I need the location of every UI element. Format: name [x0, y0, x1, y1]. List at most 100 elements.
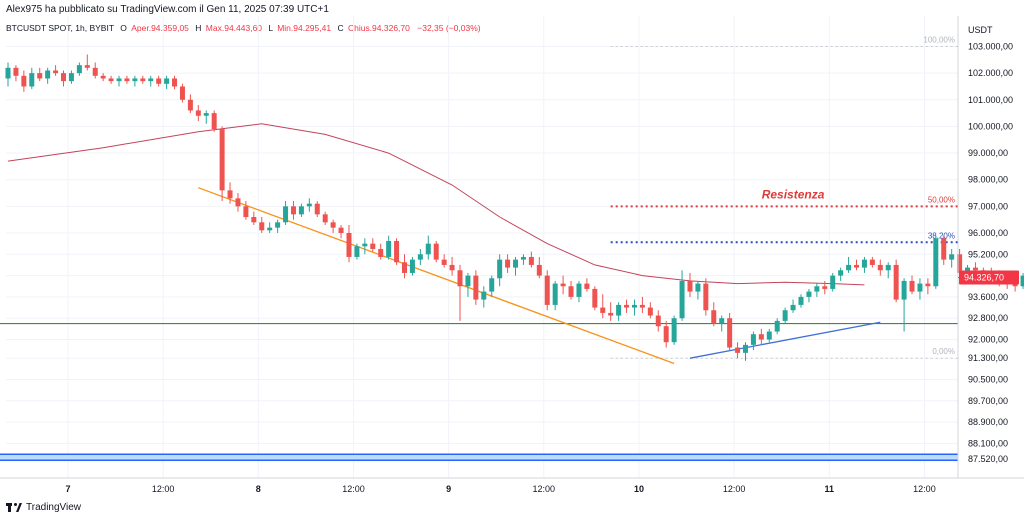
- candle-body: [45, 70, 51, 79]
- candle-body: [108, 78, 114, 82]
- candle-body: [156, 78, 162, 84]
- candle: [584, 278, 590, 292]
- y-tick-label: 87.520,00: [968, 454, 1008, 464]
- candle-body: [822, 286, 828, 289]
- candle: [13, 65, 19, 82]
- candle: [608, 302, 614, 321]
- y-tick-label: 103.000,00: [968, 42, 1013, 52]
- candle: [100, 73, 106, 82]
- candle-body: [21, 75, 27, 87]
- candle-body: [838, 270, 844, 276]
- candle-body: [275, 222, 281, 228]
- candle: [187, 94, 193, 114]
- candle: [925, 278, 931, 295]
- candle: [663, 320, 669, 348]
- candle-body: [814, 286, 820, 292]
- y-tick-label: 92.000,00: [968, 335, 1008, 345]
- candles: [5, 54, 1024, 361]
- candle-body: [885, 264, 891, 271]
- candle: [536, 256, 542, 279]
- candle: [885, 262, 891, 279]
- y-tick-label: 93.600,00: [968, 292, 1008, 302]
- x-tick-label: 12:00: [723, 484, 746, 494]
- tradingview-footer[interactable]: TradingView: [6, 502, 81, 513]
- candle: [362, 238, 368, 255]
- candle-body: [473, 275, 479, 300]
- low-letter: L: [268, 23, 273, 33]
- candle-body: [417, 254, 423, 260]
- candle: [124, 75, 130, 84]
- candle: [901, 278, 907, 332]
- candle: [457, 264, 463, 321]
- x-tick-label: 12:00: [913, 484, 936, 494]
- candle-body: [322, 214, 328, 223]
- x-tick-label: 8: [256, 484, 261, 494]
- candle-body: [346, 232, 352, 257]
- candle-body: [735, 347, 741, 353]
- candle: [219, 126, 225, 202]
- candle-body: [774, 320, 780, 332]
- candle-body: [148, 78, 154, 82]
- candle: [84, 54, 90, 71]
- x-tick-label: 12:00: [152, 484, 175, 494]
- candle: [822, 280, 828, 295]
- candle-body: [386, 240, 392, 257]
- candle-body: [378, 248, 384, 257]
- candle-body: [61, 73, 67, 82]
- candle-body: [560, 283, 566, 287]
- candle: [68, 70, 74, 84]
- candle: [29, 67, 35, 90]
- candle-body: [941, 238, 947, 260]
- candle: [45, 67, 51, 84]
- candle-body: [172, 78, 178, 87]
- candle-body: [782, 310, 788, 321]
- candle-body: [600, 307, 606, 313]
- candle-body: [29, 73, 35, 87]
- candle-body: [1020, 275, 1024, 287]
- candle-body: [917, 283, 923, 292]
- candle-body: [314, 203, 320, 215]
- y-tick-label: 92.800,00: [968, 313, 1008, 323]
- x-tick-label: 7: [65, 484, 70, 494]
- candle-body: [893, 264, 899, 300]
- candle-body: [425, 243, 431, 255]
- candle: [172, 75, 178, 90]
- candle: [600, 294, 606, 319]
- candle-body: [655, 315, 661, 327]
- last-price-label: 94.326,70: [964, 273, 1004, 283]
- candle-body: [370, 243, 376, 249]
- candle-body: [354, 246, 360, 257]
- candle: [449, 256, 455, 276]
- candle: [497, 254, 503, 287]
- candle: [322, 211, 328, 225]
- candle-body: [901, 280, 907, 300]
- candle: [5, 62, 11, 87]
- candle-body: [84, 65, 90, 68]
- candle: [933, 235, 939, 289]
- candle-body: [100, 75, 106, 79]
- high-letter: H: [195, 23, 202, 33]
- y-tick-label: 91.300,00: [968, 353, 1008, 363]
- candle-body: [290, 206, 296, 215]
- candle: [306, 198, 312, 212]
- candle: [941, 235, 947, 265]
- moving-average: [7, 123, 865, 286]
- uptrend-line: [689, 321, 881, 359]
- candle: [528, 251, 534, 268]
- candle-body: [68, 73, 74, 82]
- candle-body: [520, 256, 526, 260]
- candle: [806, 288, 812, 303]
- last-price-tag: [959, 270, 1019, 285]
- candle-body: [933, 238, 939, 287]
- symbol-label[interactable]: BTCUSDT SPOT, 1h, BYBIT: [6, 23, 114, 33]
- candle-body: [536, 264, 542, 276]
- candle: [639, 296, 645, 313]
- candle-body: [259, 222, 265, 231]
- candle: [513, 256, 519, 276]
- candle-body: [283, 206, 289, 223]
- candle-body: [544, 275, 550, 305]
- candle-body: [235, 198, 241, 207]
- fib-level-label: 0,00%: [932, 347, 955, 356]
- candle-body: [5, 67, 11, 79]
